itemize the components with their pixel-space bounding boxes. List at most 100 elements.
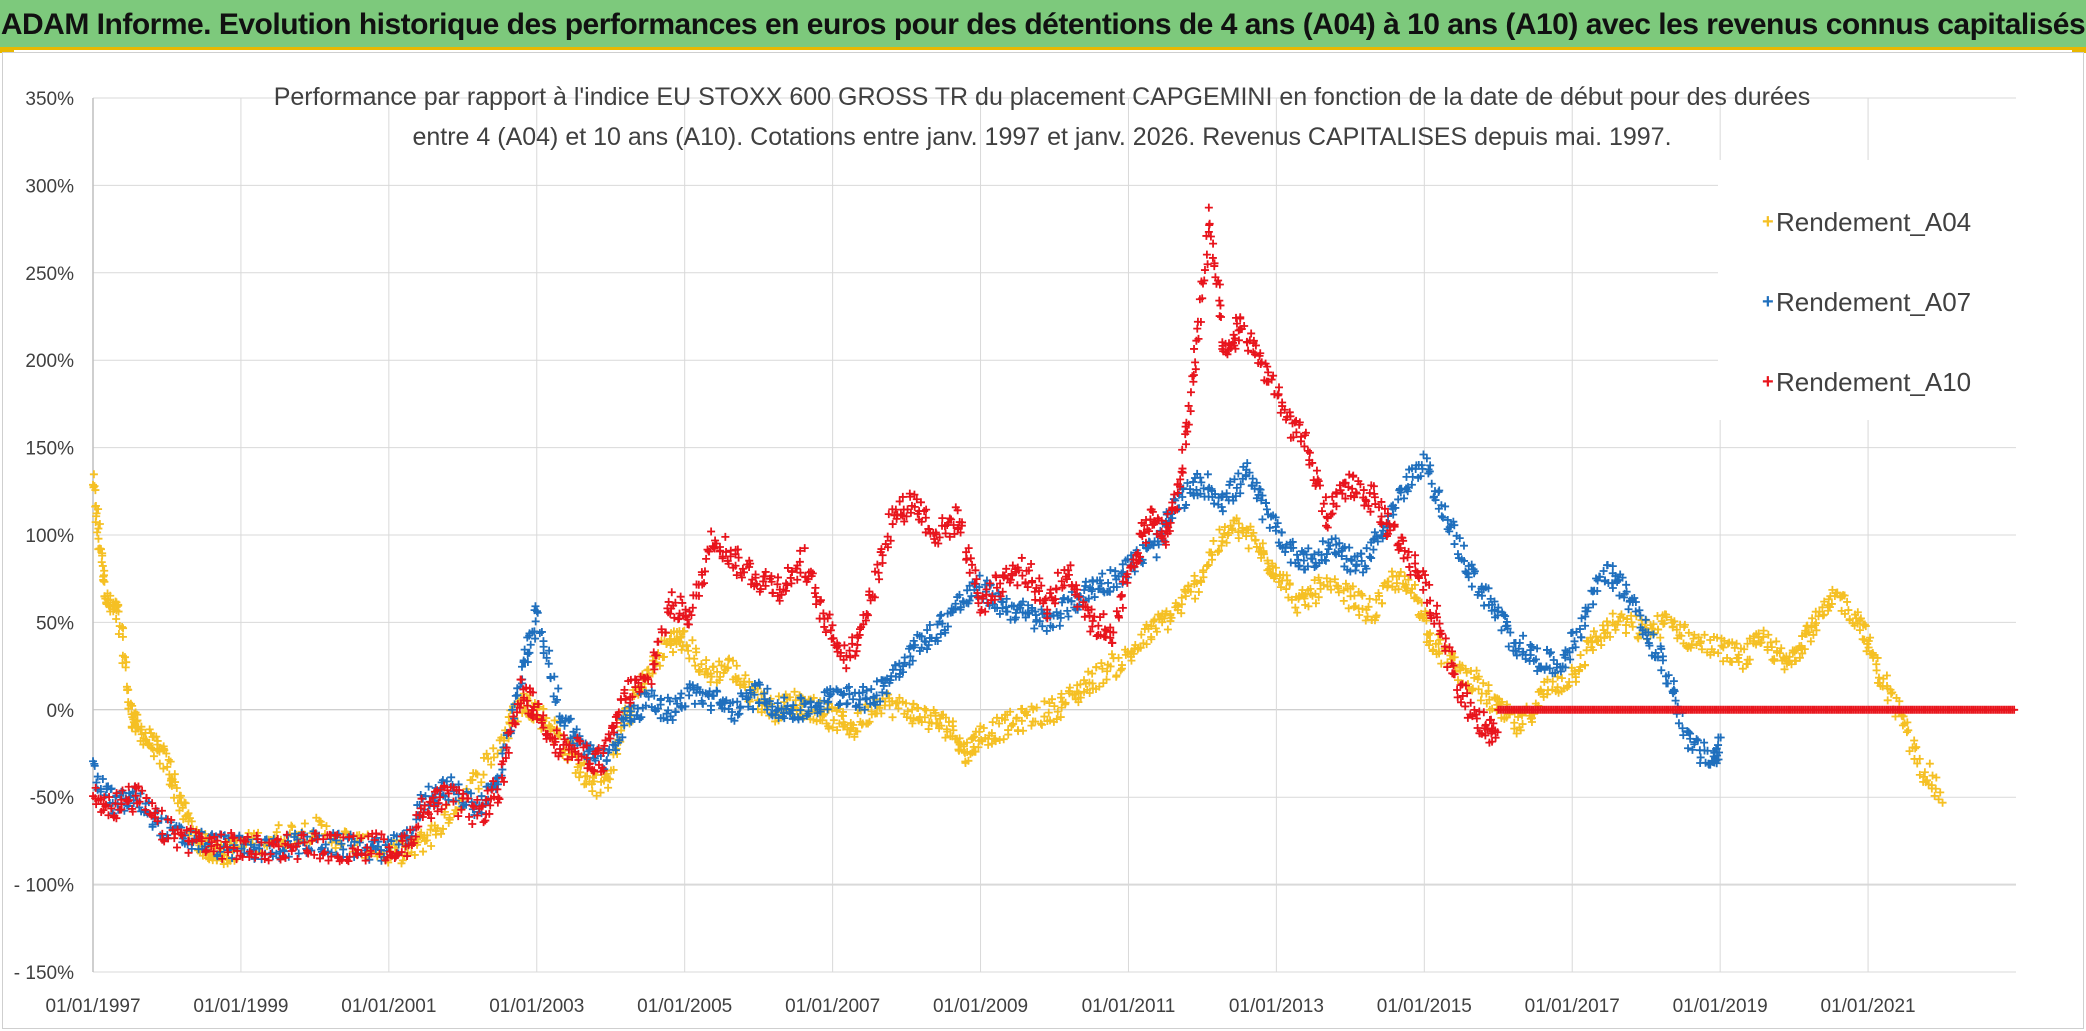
point-a04 — [1339, 586, 1348, 595]
point-a07 — [783, 702, 792, 711]
point-a07 — [250, 843, 259, 852]
point-a04 — [1873, 653, 1882, 662]
point-a04 — [1738, 664, 1747, 673]
chart-title-line-2: entre 4 (A04) et 10 ans (A10). Cotations… — [412, 123, 1671, 151]
point-a04 — [1790, 656, 1799, 665]
point-a04 — [1249, 528, 1258, 537]
point-a04 — [1461, 664, 1470, 673]
point-a04 — [1553, 683, 1562, 692]
point-a10 — [773, 573, 782, 582]
point-a10 — [1297, 432, 1306, 441]
point-a04 — [1374, 589, 1383, 598]
point-a04 — [1472, 666, 1481, 675]
point-a04 — [688, 636, 697, 645]
point-a04 — [1097, 659, 1106, 668]
point-a04 — [575, 760, 584, 769]
point-a07 — [671, 708, 680, 717]
point-a10 — [1204, 203, 1213, 212]
point-a04 — [1512, 729, 1521, 738]
point-a10 — [468, 819, 477, 828]
point-a10 — [938, 514, 947, 523]
point-a04 — [1485, 695, 1494, 704]
point-a07 — [520, 645, 529, 654]
point-a04 — [605, 775, 614, 784]
point-a04 — [419, 847, 428, 856]
point-a04 — [152, 732, 161, 741]
point-a04 — [863, 719, 872, 728]
point-a04 — [1232, 514, 1241, 523]
point-a04 — [439, 824, 448, 833]
point-a04 — [1700, 630, 1709, 639]
point-a07 — [544, 659, 553, 668]
point-a07 — [1497, 626, 1506, 635]
point-a04 — [1163, 625, 1172, 634]
point-a07 — [1218, 507, 1227, 516]
point-a04 — [94, 505, 103, 514]
point-a10 — [700, 579, 709, 588]
point-a04 — [1563, 683, 1572, 692]
point-a04 — [1809, 630, 1818, 639]
point-a07 — [1030, 624, 1039, 633]
point-a04 — [840, 720, 849, 729]
point-a04 — [1872, 666, 1881, 675]
point-a04 — [133, 716, 142, 725]
point-a04 — [91, 518, 100, 527]
point-a04 — [482, 749, 491, 758]
point-a04 — [774, 692, 783, 701]
point-a04 — [1772, 637, 1781, 646]
point-a07 — [1098, 569, 1107, 578]
point-a04 — [1484, 686, 1493, 695]
point-a04 — [1191, 594, 1200, 603]
point-a07 — [1002, 594, 1011, 603]
point-a04 — [1764, 630, 1773, 639]
point-a04 — [1627, 618, 1636, 627]
point-a04 — [1400, 572, 1409, 581]
point-a04 — [1902, 728, 1911, 737]
point-a04 — [995, 719, 1004, 728]
point-a10 — [1441, 634, 1450, 643]
point-a07 — [690, 699, 699, 708]
point-a04 — [707, 672, 716, 681]
point-a04 — [1177, 609, 1186, 618]
point-a04 — [153, 740, 162, 749]
point-a07 — [1064, 612, 1073, 621]
point-a04 — [1883, 696, 1892, 705]
point-a07 — [871, 700, 880, 709]
point-a07 — [1577, 614, 1586, 623]
point-a04 — [1719, 643, 1728, 652]
point-a04 — [977, 735, 986, 744]
point-a10 — [1205, 219, 1214, 228]
point-a07 — [816, 707, 825, 716]
point-a07 — [1059, 593, 1068, 602]
legend-label-a10: Rendement_A10 — [1776, 367, 1971, 397]
point-a10 — [1274, 390, 1283, 399]
point-a07 — [584, 747, 593, 756]
point-a04 — [1228, 526, 1237, 535]
point-a04 — [1479, 679, 1488, 688]
point-a04 — [1887, 689, 1896, 698]
point-a07 — [986, 580, 995, 589]
point-a04 — [1904, 726, 1913, 735]
point-a07 — [677, 689, 686, 698]
point-a04 — [1425, 641, 1434, 650]
point-a04 — [176, 791, 185, 800]
point-a07 — [339, 845, 348, 854]
point-a07 — [523, 650, 532, 659]
point-a04 — [1160, 614, 1169, 623]
point-a04 — [1804, 628, 1813, 637]
point-a07 — [749, 705, 758, 714]
point-a07 — [823, 705, 832, 714]
point-a04 — [1913, 759, 1922, 768]
point-a10 — [1318, 507, 1326, 516]
point-a04 — [1818, 603, 1827, 612]
point-a04 — [894, 704, 903, 713]
point-a04 — [1319, 580, 1328, 589]
point-a07 — [1258, 515, 1267, 524]
point-a07 — [898, 668, 907, 677]
point-a07 — [605, 745, 614, 754]
y-tick-label: 250% — [25, 264, 74, 285]
point-a07 — [566, 714, 575, 723]
point-a04 — [909, 714, 918, 723]
point-a04 — [1687, 640, 1696, 649]
point-a10 — [479, 818, 488, 827]
